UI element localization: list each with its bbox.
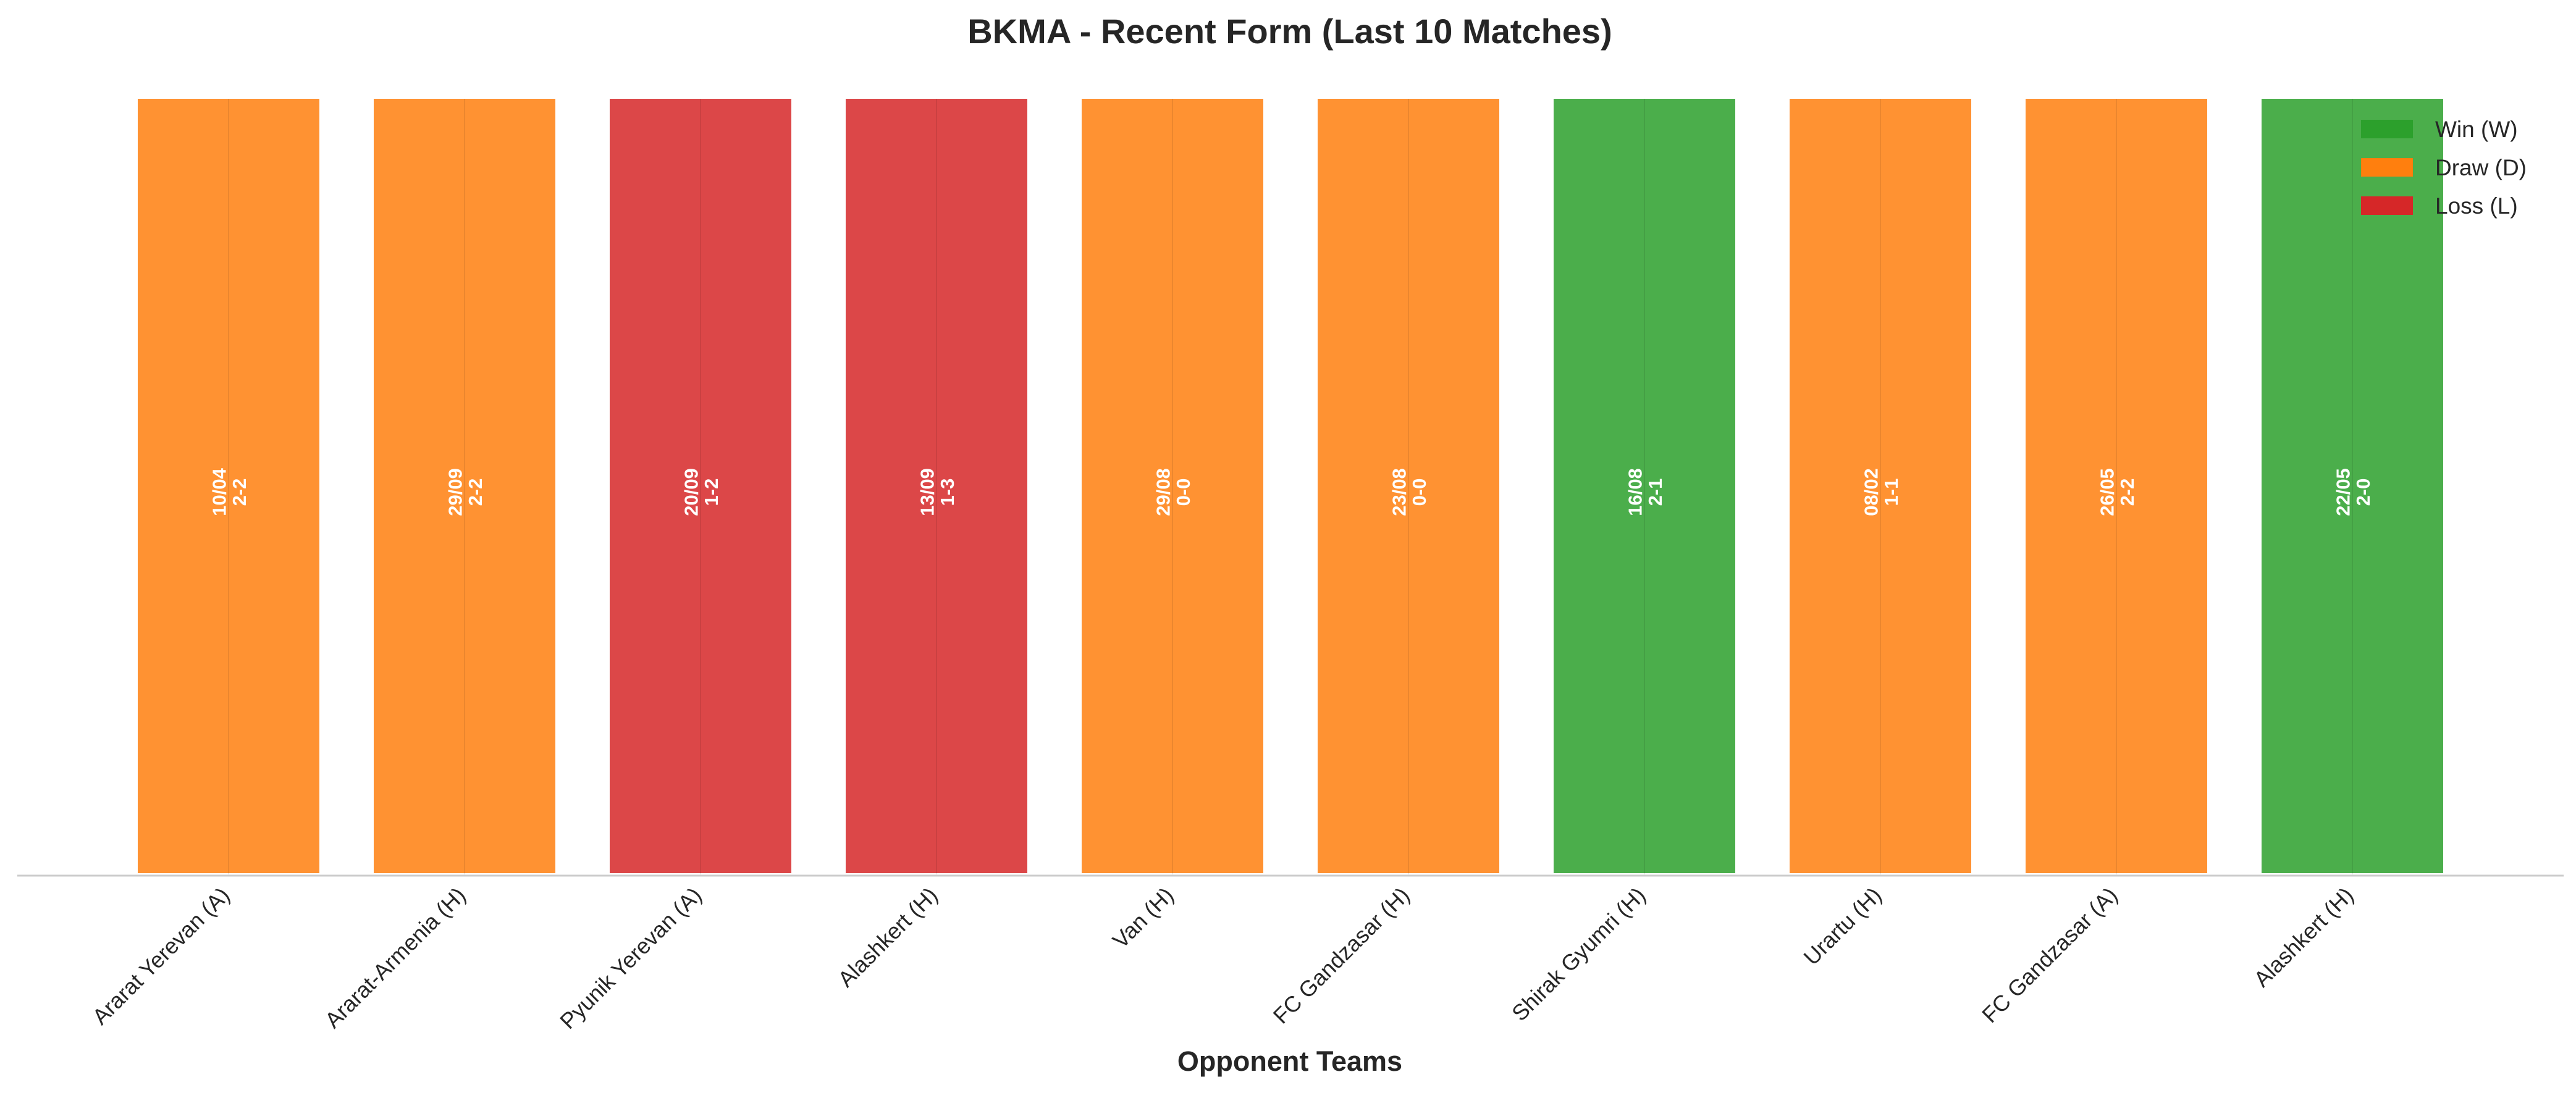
x-tick-label: Ararat-Armenia (H) bbox=[320, 882, 471, 1033]
legend-item: Win (W) bbox=[2361, 117, 2518, 142]
bar-score-label: 0-0 bbox=[1408, 479, 1430, 506]
bar-group: 23/080-0 bbox=[1315, 96, 1502, 876]
bar-1 bbox=[135, 96, 322, 876]
legend-swatch bbox=[2361, 120, 2413, 138]
legend-item: Loss (L) bbox=[2361, 193, 2518, 219]
bar-group: 29/092-2 bbox=[371, 96, 558, 876]
bar-9 bbox=[2023, 96, 2210, 876]
bar-8 bbox=[1787, 96, 1974, 876]
bar-label: 29/092-2 bbox=[444, 468, 486, 516]
bar-label: 20/091-2 bbox=[680, 468, 722, 516]
x-tick-label: Van (H) bbox=[1108, 882, 1179, 953]
bar-6 bbox=[1315, 96, 1502, 876]
bar-date-label: 16/08 bbox=[1624, 468, 1646, 516]
bar-10 bbox=[2259, 96, 2446, 876]
x-tick-label: Ararat Yerevan (A) bbox=[87, 882, 234, 1029]
bar-4 bbox=[843, 96, 1030, 876]
x-tick-label: Alashkert (H) bbox=[2249, 882, 2359, 992]
bar-2 bbox=[371, 96, 558, 876]
x-tick-label: Pyunik Yerevan (A) bbox=[555, 882, 706, 1034]
bar-score-label: 2-2 bbox=[2116, 479, 2138, 506]
bars-layer: 10/042-2 29/092-2 20/091-2 13/091-3 29/080-0… bbox=[135, 96, 2446, 876]
legend-label: Loss (L) bbox=[2435, 193, 2518, 219]
legend-swatch bbox=[2361, 196, 2413, 215]
bar-score-label: 2-2 bbox=[465, 479, 486, 506]
bar-score-label: 1-1 bbox=[1880, 479, 1902, 506]
bar-label: 23/080-0 bbox=[1388, 468, 1430, 516]
bar-group: 13/091-3 bbox=[843, 96, 1030, 876]
legend-label: Draw (D) bbox=[2435, 155, 2527, 180]
x-tick-label: Urartu (H) bbox=[1799, 882, 1887, 970]
chart-title: BKMA - Recent Form (Last 10 Matches) bbox=[967, 12, 1612, 51]
x-tick-label: Alashkert (H) bbox=[833, 882, 943, 992]
bar-group: 08/021-1 bbox=[1787, 96, 1974, 876]
bar-label: 13/091-3 bbox=[916, 468, 958, 516]
bar-label: 26/052-2 bbox=[2096, 468, 2138, 516]
bar-group: 29/080-0 bbox=[1079, 96, 1266, 876]
bar-date-label: 10/04 bbox=[208, 467, 230, 516]
legend-item: Draw (D) bbox=[2361, 155, 2527, 180]
bar-label: 16/082-1 bbox=[1624, 468, 1666, 516]
bar-date-label: 13/09 bbox=[916, 468, 938, 516]
bar-score-label: 2-1 bbox=[1644, 479, 1666, 506]
bar-score-label: 1-3 bbox=[937, 479, 958, 506]
bar-date-label: 20/09 bbox=[680, 468, 702, 516]
bar-date-label: 08/02 bbox=[1860, 468, 1882, 516]
bar-label: 10/042-2 bbox=[208, 467, 250, 516]
x-tick-label: FC Gandzasar (H) bbox=[1268, 882, 1415, 1029]
bar-label: 22/052-0 bbox=[2332, 468, 2374, 516]
bar-group: 10/042-2 bbox=[135, 96, 322, 876]
legend-swatch bbox=[2361, 158, 2413, 177]
bar-score-label: 1-2 bbox=[701, 479, 722, 506]
x-tick-label: Shirak Gyumri (H) bbox=[1507, 882, 1651, 1026]
bar-date-label: 22/05 bbox=[2332, 468, 2354, 516]
bar-label: 08/021-1 bbox=[1860, 468, 1902, 516]
bar-group: 16/082-1 bbox=[1551, 96, 1738, 876]
bar-group: 26/052-2 bbox=[2023, 96, 2210, 876]
bar-group: 22/052-0 bbox=[2259, 96, 2446, 876]
x-tick-labels: Ararat Yerevan (A) Ararat-Armenia (H) Pyun… bbox=[87, 882, 2358, 1034]
bar-group: 20/091-2 bbox=[607, 96, 794, 876]
bar-date-label: 26/05 bbox=[2096, 468, 2118, 516]
bar-7 bbox=[1551, 96, 1738, 876]
bar-date-label: 23/08 bbox=[1388, 468, 1410, 516]
bar-date-label: 29/09 bbox=[444, 468, 466, 516]
bar-date-label: 29/08 bbox=[1152, 468, 1174, 516]
bar-3 bbox=[607, 96, 794, 876]
legend-label: Win (W) bbox=[2435, 117, 2518, 142]
bar-5 bbox=[1079, 96, 1266, 876]
bar-score-label: 2-0 bbox=[2352, 479, 2374, 506]
bar-score-label: 2-2 bbox=[229, 479, 250, 506]
bar-score-label: 0-0 bbox=[1172, 479, 1194, 506]
x-tick-label: FC Gandzasar (A) bbox=[1977, 882, 2123, 1028]
x-axis-label: Opponent Teams bbox=[1177, 1045, 1402, 1077]
bar-label: 29/080-0 bbox=[1152, 468, 1194, 516]
legend: Win (W) Draw (D) Loss (L) bbox=[2361, 117, 2527, 219]
